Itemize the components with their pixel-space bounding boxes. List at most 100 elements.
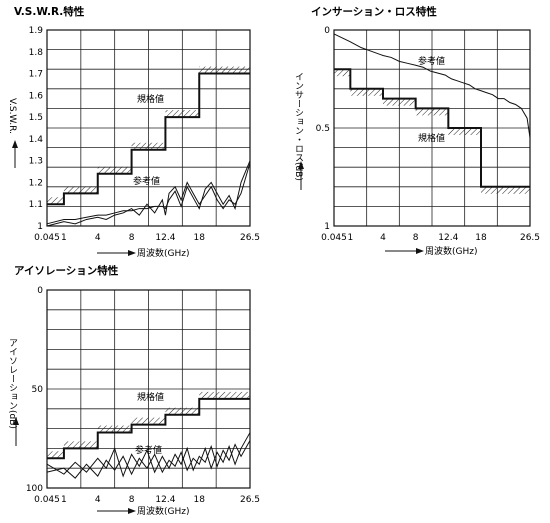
- insertion-x-tick-label: 4: [380, 233, 386, 243]
- insertion-x-tick-label: 18: [475, 233, 487, 243]
- vswr-spec-hatch: [47, 66, 250, 205]
- isolation-chart: アイソレーション特性 0 50 100 0.045 1 4 8 12.4 18 26.5 アイソ…: [7, 264, 260, 517]
- insertion-spec-line: [334, 68, 530, 188]
- insertion-spec-hatch-band: [448, 128, 481, 135]
- insertion-spec-hatch-band: [415, 108, 449, 116]
- insertion-x-tick-label: 1: [347, 233, 353, 243]
- vswr-grid: [46, 29, 251, 227]
- insertion-ref-label: 参考値: [418, 55, 445, 67]
- vswr-x-tick-label: 1: [61, 233, 67, 243]
- insertion-y-tick-label: 1: [324, 222, 330, 232]
- isolation-x-tick-label: 0.045: [34, 495, 60, 505]
- isolation-ref-line-1: [46, 432, 251, 479]
- vswr-x-tick-label: 8: [129, 233, 135, 243]
- isolation-ref-label: 参考値: [135, 444, 162, 456]
- vswr-y-tick-label: 1.5: [29, 113, 43, 123]
- insertion-y-ticks: 00.51: [316, 26, 331, 232]
- insertion-x-tick-label: 12.4: [438, 233, 458, 243]
- vswr-y-arrowhead: [12, 140, 18, 148]
- insertion-title: インサーション・ロス特性: [311, 5, 437, 18]
- vswr-y-tick-label: 1.4: [29, 135, 44, 145]
- isolation-x-tick-label: 18: [194, 495, 206, 505]
- insertion-y-arrowhead: [298, 161, 304, 169]
- isolation-x-ticks: 0.045 1 4 8 12.4 18 26.5: [34, 495, 260, 505]
- isolation-spec-hatch-band: [165, 407, 200, 415]
- isolation-spec-hatch-band: [97, 425, 132, 433]
- vswr-x-ticks: 0.045 1 4 8 12.4 18 26.5: [34, 233, 260, 243]
- insertion-spec-hatch-band: [481, 186, 530, 194]
- insertion-loss-chart: インサーション・ロス特性 00.51 0.045 1 4 8 12.4 18 26.5 イン…: [293, 5, 540, 257]
- insertion-plot-frame: [333, 29, 531, 227]
- vswr-spec-hatch-band: [199, 66, 250, 74]
- isolation-x-tick-label: 12.4: [155, 495, 175, 505]
- isolation-y-tick-label: 100: [26, 484, 43, 494]
- vswr-x-tick-label: 18: [194, 233, 206, 243]
- insertion-x-label: 周波数(GHz): [425, 245, 478, 257]
- isolation-ref-line-2: [46, 440, 251, 478]
- insertion-x-tick-label: 0.045: [321, 233, 347, 243]
- insertion-x-tick-label: 8: [413, 233, 419, 243]
- vswr-spec-hatch-band: [97, 166, 132, 174]
- isolation-x-tick-label: 26.5: [240, 495, 260, 505]
- vswr-x-tick-label: 0.045: [34, 233, 60, 243]
- isolation-y-arrowhead: [13, 417, 19, 425]
- insertion-x-ticks: 0.045 1 4 8 12.4 18 26.5: [321, 233, 540, 243]
- vswr-x-tick-label: 26.5: [240, 233, 260, 243]
- vswr-y-tick-label: 1.9: [29, 26, 44, 36]
- vswr-y-tick-label: 1.7: [29, 70, 43, 80]
- vswr-y-tick-label: 1.3: [29, 157, 43, 167]
- insertion-y-label: インサーション・ロス(dB): [293, 72, 304, 181]
- insertion-spec-hatch-band: [350, 88, 383, 96]
- vswr-ref-label: 参考値: [133, 175, 160, 187]
- vswr-x-arrowhead: [128, 250, 136, 256]
- insertion-spec-hatch-band: [334, 69, 351, 77]
- isolation-y-tick-label: 50: [32, 385, 44, 395]
- vswr-series: [46, 72, 251, 227]
- vswr-spec-hatch-band: [131, 142, 166, 150]
- vswr-title: V.S.W.R.特性: [14, 5, 85, 18]
- insertion-x-tick-label: 26.5: [520, 233, 540, 243]
- vswr-y-tick-label: 1.2: [29, 178, 43, 188]
- vswr-x-tick-label: 12.4: [155, 233, 175, 243]
- vswr-y-tick-label: 1.8: [29, 48, 44, 58]
- isolation-grid: [46, 289, 251, 489]
- vswr-x-tick-label: 4: [95, 233, 101, 243]
- isolation-spec-hatch-band: [131, 417, 166, 425]
- vswr-ref-line-2: [46, 160, 251, 225]
- isolation-spec-line: [47, 397, 250, 460]
- isolation-x-label: 周波数(GHz): [137, 505, 190, 517]
- isolation-spec-hatch-band: [47, 451, 64, 459]
- insertion-spec-hatch: [334, 69, 530, 194]
- isolation-series: [46, 397, 251, 479]
- insertion-x-arrowhead: [416, 248, 424, 254]
- isolation-x-tick-label: 1: [61, 495, 67, 505]
- vswr-spec-label: 規格値: [137, 93, 164, 105]
- insertion-y-tick-label: 0: [324, 26, 330, 36]
- insertion-y-tick-label: 0.5: [316, 124, 330, 134]
- vswr-spec-line: [47, 72, 250, 206]
- vswr-y-tick-label: 1.1: [29, 200, 43, 210]
- vswr-y-label: V.S.W.R.: [7, 98, 17, 134]
- insertion-spec-label: 規格値: [418, 132, 445, 144]
- isolation-plot-frame: [46, 289, 251, 489]
- vswr-chart: V.S.W.R.特性 1.91.81.71.61.51.41.31.21.11 …: [7, 5, 260, 259]
- vswr-y-ticks: 1.9 1.8 1.7 1.6 1.5 1.4 1.3 1.2 1.1 1: [29, 26, 44, 232]
- insertion-ref-line-1: [333, 33, 531, 138]
- isolation-y-ticks: 0 50 100: [26, 286, 43, 494]
- isolation-x-tick-label: 4: [95, 495, 101, 505]
- isolation-x-tick-label: 8: [129, 495, 135, 505]
- isolation-spec-hatch: [47, 391, 250, 459]
- isolation-y-tick-label: 0: [37, 286, 43, 296]
- vswr-spec-hatch-band: [165, 110, 200, 118]
- insertion-series: [333, 33, 531, 188]
- vswr-spec-hatch-band: [47, 197, 64, 205]
- isolation-x-arrowhead: [128, 508, 136, 514]
- isolation-spec-hatch-band: [199, 391, 250, 399]
- isolation-spec-label: 規格値: [137, 391, 164, 403]
- vswr-plot-frame: [46, 29, 251, 227]
- insertion-spec-hatch-band: [383, 98, 416, 106]
- isolation-spec-hatch-band: [63, 441, 98, 449]
- isolation-title: アイソレーション特性: [14, 264, 119, 277]
- vswr-spec-hatch-band: [63, 186, 98, 194]
